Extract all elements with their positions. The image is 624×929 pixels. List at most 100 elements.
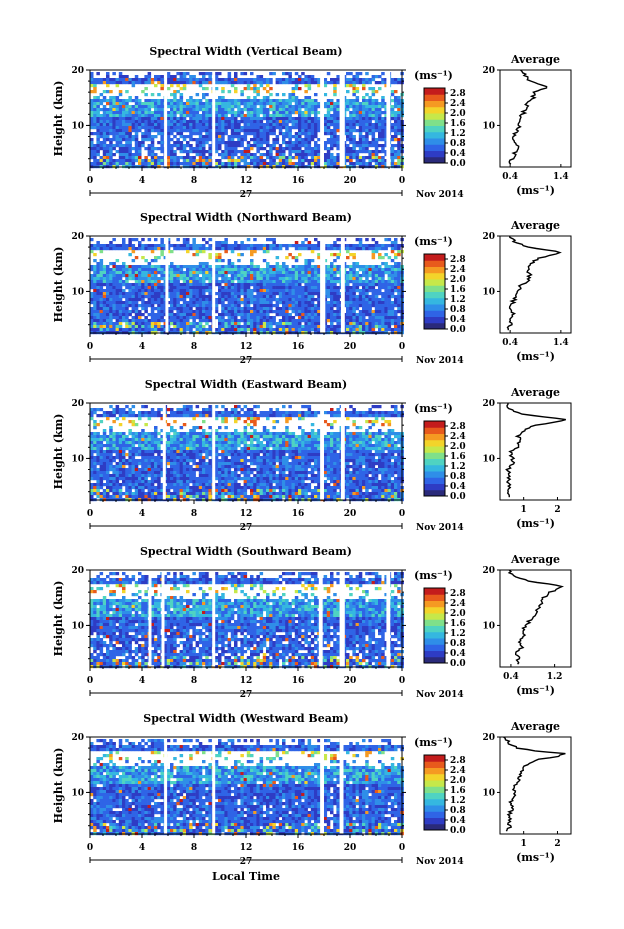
y-axis-label: Height (km) — [52, 414, 65, 490]
date-month: Nov 2014 — [416, 690, 464, 700]
x-tick-label: 12 — [240, 176, 253, 186]
heatmap-cells — [90, 572, 404, 669]
data-gap-4 — [339, 70, 345, 167]
date-month: Nov 2014 — [416, 523, 464, 533]
heatmap-cells — [90, 238, 404, 335]
colorbar-tick-label: 0.0 — [450, 492, 466, 502]
colorbar-tick-label: 2.4 — [450, 432, 466, 442]
colorbar-swatch — [424, 613, 445, 620]
x-tick-label: 12 — [240, 342, 253, 352]
colorbar-swatch — [424, 483, 445, 491]
data-gap-3 — [320, 236, 326, 333]
colorbar-swatch — [424, 144, 445, 151]
average-title: Average — [510, 53, 560, 66]
x-tick-label: 4 — [139, 843, 145, 853]
colorbar-unit: (ms⁻¹) — [414, 402, 453, 415]
x-tick-label: 8 — [191, 843, 197, 853]
data-gap-4 — [339, 737, 344, 834]
avg-x-tick-label: 1 — [521, 839, 527, 849]
data-gap-2 — [212, 70, 216, 167]
colorbar-tick-label: 0.0 — [450, 159, 466, 169]
date-month: Nov 2014 — [416, 857, 464, 867]
avg-x-tick-label: 2 — [554, 839, 560, 849]
x-tick-label: 8 — [191, 176, 197, 186]
avg-y-tick-label: 20 — [482, 733, 495, 743]
panel-title: Spectral Width (Westward Beam) — [143, 712, 348, 725]
average-title: Average — [510, 219, 560, 232]
colorbar-frame — [423, 754, 446, 831]
heatmap-cells — [90, 72, 404, 169]
y-tick-label: 10 — [71, 121, 84, 131]
date-month: Nov 2014 — [416, 190, 464, 200]
colorbar-tick-label: 1.6 — [450, 786, 466, 796]
colorbar-frame — [423, 87, 446, 164]
colorbar-swatch — [424, 471, 445, 478]
colorbar-swatch — [424, 446, 445, 453]
panel-title: Spectral Width (Southward Beam) — [140, 545, 352, 558]
colorbar-swatch — [424, 106, 445, 114]
colorbar-swatch — [424, 464, 445, 472]
colorbar-swatch — [424, 304, 445, 311]
data-gap-5 — [386, 70, 391, 167]
colorbar-swatch — [424, 780, 445, 787]
avg-x-tick-label: 1.4 — [553, 338, 569, 348]
average-profile-line — [503, 736, 566, 832]
colorbar-swatch — [424, 421, 445, 428]
colorbar-swatch — [424, 310, 445, 317]
colorbar-swatch — [424, 477, 445, 484]
data-gap-1 — [165, 236, 169, 333]
data-gap-4 — [340, 236, 345, 333]
colorbar-tick-label: 2.4 — [450, 265, 466, 275]
average-frame — [499, 402, 572, 501]
x-tick-label: 16 — [292, 176, 305, 186]
beam-panel-1: Spectral Width (Vertical Beam) 20 10 Height… — [52, 45, 572, 200]
y-tick-label: 10 — [71, 454, 84, 464]
x-tick-label: 0 — [399, 509, 405, 519]
avg-x-tick-label: 0.4 — [503, 672, 519, 682]
data-gap-1 — [148, 570, 152, 667]
x-tick-label: 0 — [399, 342, 405, 352]
colorbar-swatch — [424, 650, 445, 658]
colorbar-swatch — [424, 131, 445, 139]
data-gap-1 — [164, 737, 168, 834]
colorbar-swatch — [424, 588, 445, 595]
data-gap-3 — [212, 570, 216, 667]
colorbar-swatch — [424, 458, 445, 466]
date-month: Nov 2014 — [416, 356, 464, 366]
data-gap-3 — [320, 737, 324, 834]
avg-y-tick-label: 20 — [482, 399, 495, 409]
data-gap-2 — [161, 570, 165, 667]
x-tick-label: 0 — [87, 509, 93, 519]
x-tick-label: 12 — [240, 509, 253, 519]
colorbar-swatch — [424, 823, 445, 831]
average-frame — [499, 235, 572, 334]
y-tick-label: 20 — [71, 566, 84, 576]
colorbar-tick-label: 1.2 — [450, 796, 466, 806]
colorbar-swatch — [424, 138, 445, 145]
colorbar-tick-label: 0.4 — [450, 816, 466, 826]
y-tick-label: 10 — [71, 621, 84, 631]
colorbar-swatch — [424, 156, 445, 164]
y-tick-label: 20 — [71, 399, 84, 409]
colorbar-tick-label: 2.8 — [450, 89, 466, 99]
x-tick-label: 16 — [292, 843, 305, 853]
date-day: 27 — [240, 190, 253, 200]
avg-x-label: (ms⁻¹) — [516, 350, 555, 363]
colorbar-tick-label: 1.6 — [450, 452, 466, 462]
y-tick-label: 10 — [71, 788, 84, 798]
colorbar-tick-label: 0.8 — [450, 806, 466, 816]
colorbar-tick-label: 0.8 — [450, 639, 466, 649]
colorbar-swatch — [424, 786, 445, 793]
colorbar-swatch — [424, 811, 445, 818]
y-tick-label: 20 — [71, 733, 84, 743]
avg-x-tick-label: 0.4 — [502, 172, 518, 182]
colorbar-swatch — [424, 631, 445, 639]
avg-x-tick-label: 1.2 — [547, 672, 563, 682]
data-gap-4 — [340, 403, 345, 500]
x-tick-label: 0 — [399, 176, 405, 186]
colorbar-swatch — [424, 119, 445, 126]
x-tick-label: 0 — [399, 843, 405, 853]
x-tick-label: 4 — [139, 342, 145, 352]
colorbar-unit: (ms⁻¹) — [414, 736, 453, 749]
colorbar-swatch — [424, 291, 445, 299]
